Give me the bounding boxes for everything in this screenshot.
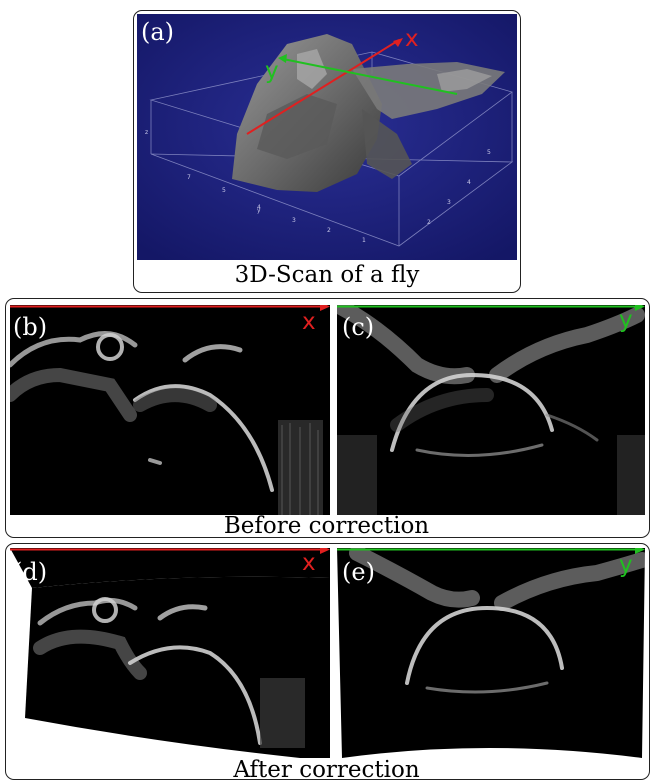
- panel-e-axis-label: y: [619, 552, 633, 578]
- panel-c-axis-label: y: [619, 307, 633, 333]
- panel-b-image: (b) x: [10, 305, 330, 515]
- panel-a-image: 7 5 4 3 2 1 2 3 4 5 z y (a) x y: [137, 14, 517, 260]
- panel-b-axis-label: x: [302, 309, 316, 335]
- panel-a-y-axis-label: y: [265, 58, 279, 84]
- panel-d-axis-label: x: [302, 550, 316, 576]
- svg-text:3: 3: [292, 217, 296, 224]
- svg-text:7: 7: [187, 174, 191, 181]
- panel-a-label: (a): [141, 18, 175, 46]
- panel-a-frame: [133, 10, 521, 293]
- x-axis-arrow: [246, 39, 400, 135]
- panel-e-image: (e) y: [337, 548, 645, 758]
- before-correction-caption: Before correction: [223, 513, 430, 539]
- svg-text:4: 4: [467, 179, 471, 186]
- svg-text:z: z: [145, 129, 148, 136]
- after-group-frame: [5, 543, 650, 780]
- svg-text:2: 2: [327, 227, 331, 234]
- panel-e-label: (e): [342, 558, 375, 586]
- svg-text:2: 2: [427, 219, 431, 226]
- panel-d-image: (d) x: [10, 548, 330, 758]
- y-axis-arrow: [282, 58, 458, 95]
- svg-text:1: 1: [362, 237, 366, 244]
- svg-text:4: 4: [257, 204, 261, 211]
- panel-a-x-axis-label: x: [405, 26, 419, 52]
- panel-a-caption: 3D-Scan of a fly: [234, 262, 420, 288]
- panel-d-label: (d): [13, 558, 48, 586]
- svg-text:y: y: [257, 207, 261, 214]
- before-group-frame: [5, 298, 650, 538]
- svg-text:5: 5: [487, 149, 491, 156]
- svg-text:5: 5: [222, 187, 226, 194]
- panel-c-image: (c) y: [337, 305, 645, 515]
- svg-text:3: 3: [447, 199, 451, 206]
- after-correction-caption: After correction: [233, 757, 420, 783]
- panel-c-label: (c): [342, 313, 375, 341]
- panel-b-label: (b): [13, 313, 48, 341]
